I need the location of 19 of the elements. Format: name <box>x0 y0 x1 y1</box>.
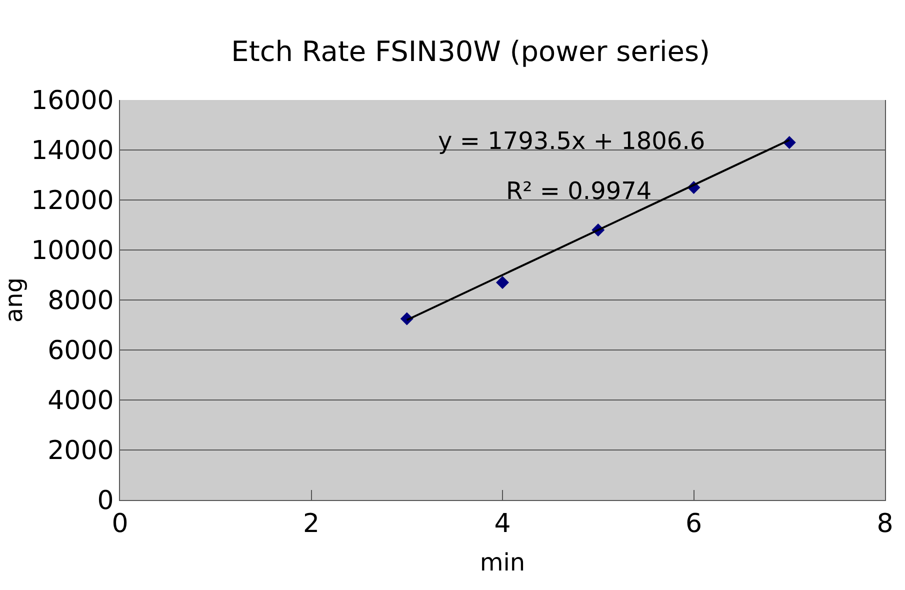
y-tick-label: 6000 <box>48 336 114 366</box>
point <box>496 276 509 289</box>
x-axis-title: min <box>480 548 526 576</box>
y-tick-label: 2000 <box>48 436 114 466</box>
y-axis-title: ang <box>0 277 28 323</box>
x-tick-label: 2 <box>302 509 320 540</box>
y-tick-label: 10000 <box>31 236 114 266</box>
y-tick-label: 16000 <box>31 86 114 116</box>
annotation: R² = 0.9974 <box>506 177 652 205</box>
x-tick-label: 6 <box>685 509 702 540</box>
chart-title: Etch Rate FSIN30W (power series) <box>231 34 710 68</box>
y-tick-label: 0 <box>97 486 114 516</box>
x-tick-label: 4 <box>494 509 511 540</box>
x-tick-label: 8 <box>876 509 894 540</box>
y-tick-label: 4000 <box>48 386 114 416</box>
y-tick-label: 8000 <box>48 286 114 316</box>
y-tick-label: 12000 <box>31 186 114 216</box>
y-tick-label: 14000 <box>31 136 114 166</box>
annotation: y = 1793.5x + 1806.6 <box>438 127 706 155</box>
